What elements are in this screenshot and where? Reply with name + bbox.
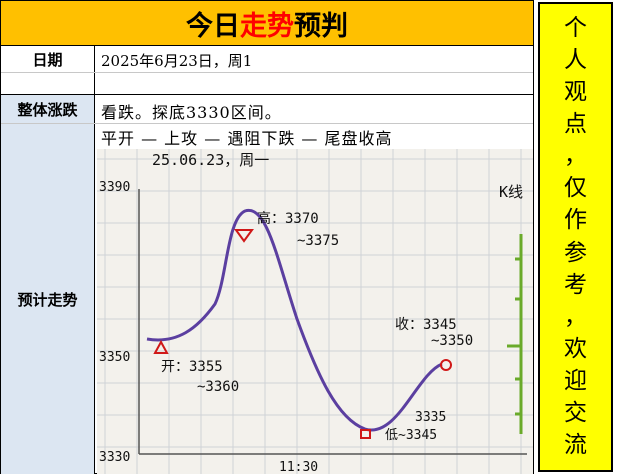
page-title: 今日 走势 预判 <box>1 1 533 46</box>
side-char: 考 <box>564 271 587 298</box>
low-annotation: 低~3345 <box>385 428 437 443</box>
date-label: 日期 <box>1 46 95 72</box>
kline-note: K线 <box>499 183 523 201</box>
close-annotation-range: ~3350 <box>431 333 473 349</box>
overall-value: 看跌。探底3330区间。 <box>101 103 282 122</box>
row-divider <box>1 72 533 73</box>
open-annotation-range: ~3360 <box>197 379 239 395</box>
forecast-path-text: 平开 — 上攻 — 遇阻下跌 — 尾盘收高 <box>101 129 393 148</box>
side-char: ， <box>564 303 587 330</box>
close-marker <box>440 359 452 371</box>
row-divider <box>1 123 533 124</box>
close-annotation: 收：3345 <box>395 317 457 333</box>
row-divider <box>1 94 533 95</box>
side-char: 点 <box>564 110 587 137</box>
x-tick-1130: 11:30 <box>279 460 318 474</box>
side-char: ， <box>564 143 587 170</box>
forecast-label: 预计走势 <box>1 124 95 474</box>
side-char: 交 <box>564 400 587 427</box>
empty-label-cell <box>1 73 95 94</box>
title-part-2: 预判 <box>294 10 348 42</box>
side-char: 人 <box>564 46 587 73</box>
y-tick-3330: 3330 <box>99 450 130 465</box>
side-char: 个 <box>564 14 587 41</box>
grid-lines <box>97 149 533 474</box>
open-marker <box>153 339 169 354</box>
forecast-sheet: 今日 走势 预判 日期 2025年6月23日，周1 整体涨跌 看跌。探底3330区间… <box>0 0 534 474</box>
high-annotation-range: ~3375 <box>297 233 339 249</box>
sketch-svg: 25.06.23，周一 3390 3350 3330 11:30 K线 开：33… <box>97 149 533 474</box>
side-char: 仅 <box>564 175 587 202</box>
low-marker <box>360 429 371 439</box>
y-tick-3350: 3350 <box>99 350 130 365</box>
hand-drawn-sketch: 25.06.23，周一 3390 3350 3330 11:30 K线 开：33… <box>97 149 533 474</box>
overall-label: 整体涨跌 <box>1 95 95 123</box>
sketch-date-note: 25.06.23，周一 <box>152 151 269 169</box>
high-marker <box>234 229 254 243</box>
title-highlight: 走势 <box>240 10 294 42</box>
high-annotation: 高：3370 <box>257 210 319 227</box>
side-note: 个 人 观 点 ， 仅 作 参 考 ， 欢 迎 交 流 <box>538 2 613 472</box>
kline-bar <box>507 234 523 434</box>
title-part-1: 今日 <box>186 10 240 42</box>
side-char: 迎 <box>564 368 587 395</box>
side-char: 参 <box>564 239 587 266</box>
y-tick-3390: 3390 <box>99 180 130 195</box>
low-annotation-top: 3335 <box>415 410 446 425</box>
price-curve <box>146 209 443 432</box>
side-char: 作 <box>564 207 587 234</box>
side-char: 流 <box>564 432 587 459</box>
side-char: 欢 <box>564 335 587 362</box>
date-value: 2025年6月23日，周1 <box>101 52 253 70</box>
open-annotation: 开：3355 <box>161 359 223 375</box>
side-char: 观 <box>564 78 587 105</box>
